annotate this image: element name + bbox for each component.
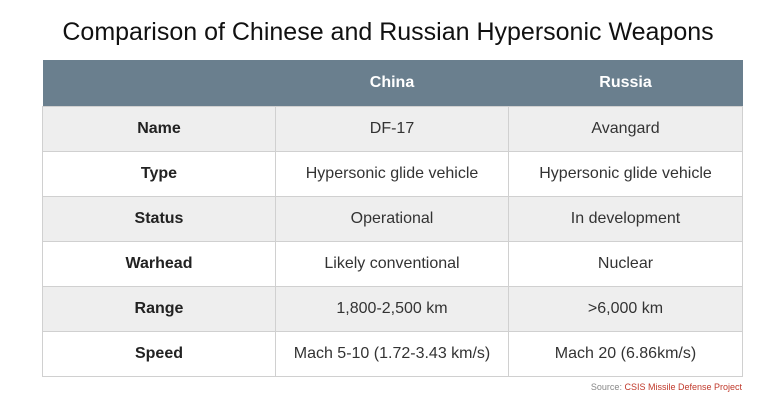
header-cell-russia: Russia — [508, 60, 743, 107]
cell-russia-status: In development — [508, 196, 743, 242]
cell-russia-name: Avangard — [508, 106, 743, 152]
table-row: Type Hypersonic glide vehicle Hypersonic… — [42, 151, 743, 197]
table-row: Name DF-17 Avangard — [42, 106, 743, 152]
cell-russia-warhead: Nuclear — [508, 241, 743, 287]
table-row: Speed Mach 5-10 (1.72-3.43 km/s) Mach 20… — [42, 331, 743, 377]
cell-china-range: 1,800-2,500 km — [275, 286, 509, 332]
row-label-warhead: Warhead — [42, 241, 276, 287]
cell-china-speed: Mach 5-10 (1.72-3.43 km/s) — [275, 331, 509, 377]
page-title: Comparison of Chinese and Russian Hypers… — [62, 18, 714, 46]
cell-russia-speed: Mach 20 (6.86km/s) — [508, 331, 743, 377]
row-label-range: Range — [42, 286, 276, 332]
cell-russia-type: Hypersonic glide vehicle — [508, 151, 743, 197]
row-label-status: Status — [42, 196, 276, 242]
cell-china-name: DF-17 — [275, 106, 509, 152]
cell-china-status: Operational — [275, 196, 509, 242]
table-header-row: China Russia — [42, 60, 743, 107]
source-link[interactable]: CSIS Missile Defense Project — [624, 382, 742, 392]
table-row: Warhead Likely conventional Nuclear — [42, 241, 743, 287]
table-row: Status Operational In development — [42, 196, 743, 242]
source-note: Source: CSIS Missile Defense Project — [591, 382, 742, 392]
table-row: Range 1,800-2,500 km >6,000 km — [42, 286, 743, 332]
header-cell-china: China — [275, 60, 509, 107]
cell-china-warhead: Likely conventional — [275, 241, 509, 287]
row-label-type: Type — [42, 151, 276, 197]
row-label-speed: Speed — [42, 331, 276, 377]
cell-china-type: Hypersonic glide vehicle — [275, 151, 509, 197]
cell-russia-range: >6,000 km — [508, 286, 743, 332]
header-cell-blank — [42, 60, 276, 107]
source-prefix: Source: — [590, 382, 625, 392]
comparison-table: China Russia Name DF-17 Avangard Type Hy… — [42, 60, 743, 377]
row-label-name: Name — [42, 106, 276, 152]
